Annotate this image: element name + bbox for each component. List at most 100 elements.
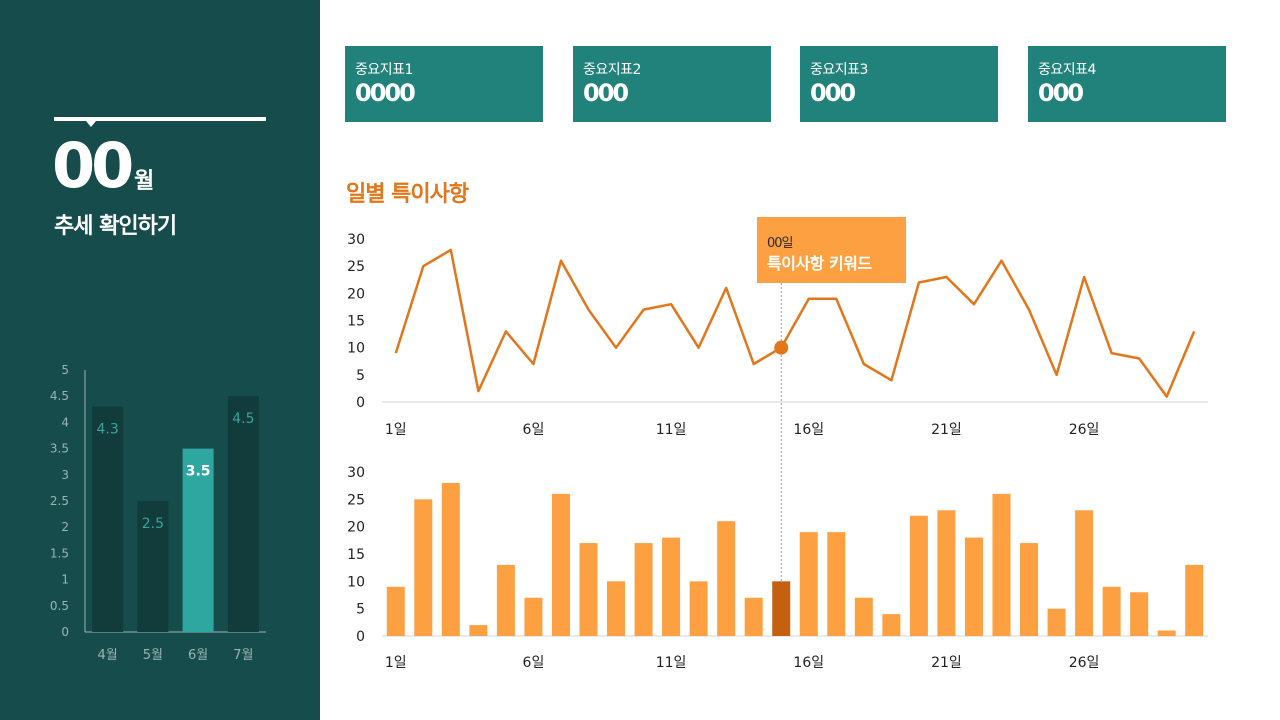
x-tick-label: 7월 [233, 648, 253, 663]
daily-bar [1185, 564, 1204, 636]
y-tick-label: 20 [347, 286, 365, 302]
y-tick-label: 25 [347, 492, 365, 508]
callout-day: 00일 [767, 236, 793, 251]
kpi-card-2: 중요지표2 000 [573, 46, 771, 122]
highlight-point [774, 340, 789, 355]
daily-bar [689, 581, 708, 636]
x-tick-label: 1일 [385, 655, 407, 671]
daily-bar [524, 597, 543, 636]
daily-bar [662, 537, 681, 636]
daily-bar [799, 532, 818, 636]
divider-notch-icon [86, 121, 96, 127]
daily-bar [1020, 543, 1039, 636]
sidebar: 00 월 추세 확인하기 0 0.5 1 1.5 2 2.5 3 3.5 4 4.5 5 4.3 4월 2… [0, 0, 320, 720]
x-tick-label: 26일 [1069, 655, 1100, 671]
daily-bar [854, 597, 873, 636]
section-title: 일별 특이사항 [346, 182, 469, 207]
kpi-card-4: 중요지표4 000 [1028, 46, 1226, 122]
x-tick-label: 4월 [98, 648, 118, 663]
daily-bar [1130, 592, 1149, 636]
callout-keyword: 특이사항 키워드 [767, 254, 872, 273]
daily-bar [386, 586, 405, 636]
x-tick-label: 21일 [931, 655, 962, 671]
sidebar-subtitle: 추세 확인하기 [54, 214, 177, 239]
x-tick-label: 6일 [523, 655, 545, 671]
y-tick-label: 10 [347, 574, 365, 590]
y-tick-label: 4 [61, 415, 69, 429]
daily-bar [1102, 586, 1121, 636]
bar-data-label: 2.5 [142, 516, 164, 532]
y-tick-label: 25 [347, 259, 365, 275]
y-tick-label: 5 [356, 368, 365, 384]
y-tick-label: 0 [356, 395, 365, 411]
x-tick-label: 6월 [188, 648, 208, 663]
daily-bar [414, 499, 433, 636]
y-tick-label: 4.5 [50, 389, 69, 403]
monthly-bar [182, 448, 214, 632]
y-tick-label: 30 [347, 465, 365, 481]
highlight-callout: 00일 특이사항 키워드 [757, 217, 906, 283]
daily-bar [964, 537, 983, 636]
daily-bar [441, 482, 460, 636]
x-tick-label: 5월 [143, 648, 163, 663]
y-tick-label: 20 [347, 520, 365, 536]
y-tick-label: 3.5 [50, 442, 69, 456]
x-tick-label: 11일 [656, 422, 687, 438]
daily-bar [634, 543, 653, 636]
daily-bar [607, 581, 626, 636]
bar-data-label: 4.5 [232, 411, 254, 427]
y-tick-label: 2.5 [50, 494, 69, 508]
y-tick-label: 30 [347, 232, 365, 248]
daily-bar [579, 543, 598, 636]
kpi-label: 중요지표3 [810, 62, 868, 78]
daily-bar [992, 493, 1011, 636]
monthly-bar [227, 396, 259, 632]
daily-bar [496, 564, 515, 636]
y-tick-label: 0.5 [50, 599, 69, 613]
y-tick-label: 1 [61, 573, 69, 587]
daily-bar [772, 581, 791, 636]
y-tick-label: 5 [61, 363, 69, 377]
daily-bar [882, 614, 901, 636]
monthly-bar [137, 501, 169, 632]
daily-bar [744, 597, 763, 636]
y-tick-label: 5 [356, 602, 365, 618]
kpi-label: 중요지표2 [583, 62, 641, 78]
x-tick-label: 16일 [793, 655, 824, 671]
month-number: 00 [52, 129, 134, 202]
daily-bar [1157, 630, 1176, 636]
x-tick-label: 26일 [1069, 422, 1100, 438]
x-tick-label: 11일 [656, 655, 687, 671]
bar-data-label: 3.5 [186, 464, 211, 480]
daily-bar [937, 510, 956, 636]
y-tick-label: 1.5 [50, 546, 69, 560]
monthly-bar [92, 406, 124, 632]
kpi-card-1: 중요지표1 0000 [345, 46, 543, 122]
y-tick-label: 15 [347, 314, 365, 330]
monthly-bar-chart: 0 0.5 1 1.5 2 2.5 3 3.5 4 4.5 5 4.3 4월 2.5 5월 3.5 6월 4.5 7… [50, 363, 266, 663]
kpi-label: 중요지표4 [1038, 62, 1096, 78]
y-tick-label: 0 [356, 629, 365, 645]
y-tick-label: 3 [61, 468, 69, 482]
kpi-label: 중요지표1 [355, 62, 413, 78]
daily-bar [469, 625, 488, 636]
y-tick-label: 10 [347, 341, 365, 357]
y-tick-label: 2 [61, 520, 69, 534]
x-tick-label: 21일 [931, 422, 962, 438]
daily-trend-line [394, 248, 1196, 398]
bar-data-label: 4.3 [96, 422, 118, 438]
daily-bar [1047, 608, 1066, 636]
kpi-value: 000 [1038, 79, 1084, 107]
x-tick-label: 1일 [385, 422, 407, 438]
y-tick-label: 0 [61, 625, 69, 639]
kpi-card-3: 중요지표3 000 [800, 46, 998, 122]
x-tick-label: 6일 [523, 422, 545, 438]
kpi-value: 0000 [355, 79, 416, 107]
daily-bar [551, 493, 570, 636]
x-tick-label: 16일 [793, 422, 824, 438]
month-suffix: 월 [134, 169, 155, 194]
daily-bar [909, 515, 928, 636]
header-divider-line [54, 117, 266, 121]
daily-bar [827, 532, 846, 636]
